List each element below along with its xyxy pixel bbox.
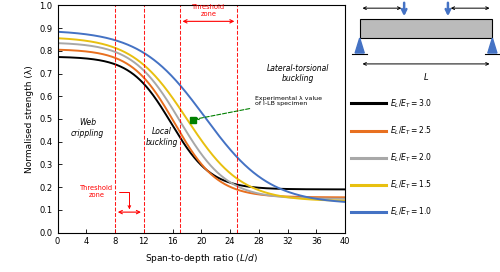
Y-axis label: Normalised strength (λ): Normalised strength (λ) [25, 65, 34, 173]
Text: $E_L/E_T = 3.0$: $E_L/E_T = 3.0$ [390, 97, 432, 110]
Text: $a$: $a$ [467, 0, 473, 1]
Text: $L$: $L$ [423, 71, 429, 82]
Text: Local
buckling: Local buckling [146, 128, 178, 147]
X-axis label: Span-to-depth ratio ($L/d$): Span-to-depth ratio ($L/d$) [145, 252, 258, 265]
Text: $a$: $a$ [379, 0, 385, 1]
Text: Web
crippling: Web crippling [71, 118, 104, 138]
Text: $E_L/E_T = 1.0$: $E_L/E_T = 1.0$ [390, 206, 432, 218]
Text: $E_L/E_T = 1.5$: $E_L/E_T = 1.5$ [390, 179, 432, 191]
Text: Lateral-torsional
buckling: Lateral-torsional buckling [267, 64, 330, 83]
Text: Threshold
zone: Threshold zone [80, 185, 130, 208]
Text: Experimental λ value
of I-LB specimen: Experimental λ value of I-LB specimen [196, 95, 322, 120]
Text: $E_L/E_T = 2.0$: $E_L/E_T = 2.0$ [390, 152, 432, 164]
Polygon shape [488, 38, 497, 53]
Text: Threshold
zone: Threshold zone [192, 4, 225, 17]
Text: $E_L/E_T = 2.5$: $E_L/E_T = 2.5$ [390, 124, 432, 137]
Polygon shape [355, 38, 364, 53]
Bar [360, 19, 492, 38]
